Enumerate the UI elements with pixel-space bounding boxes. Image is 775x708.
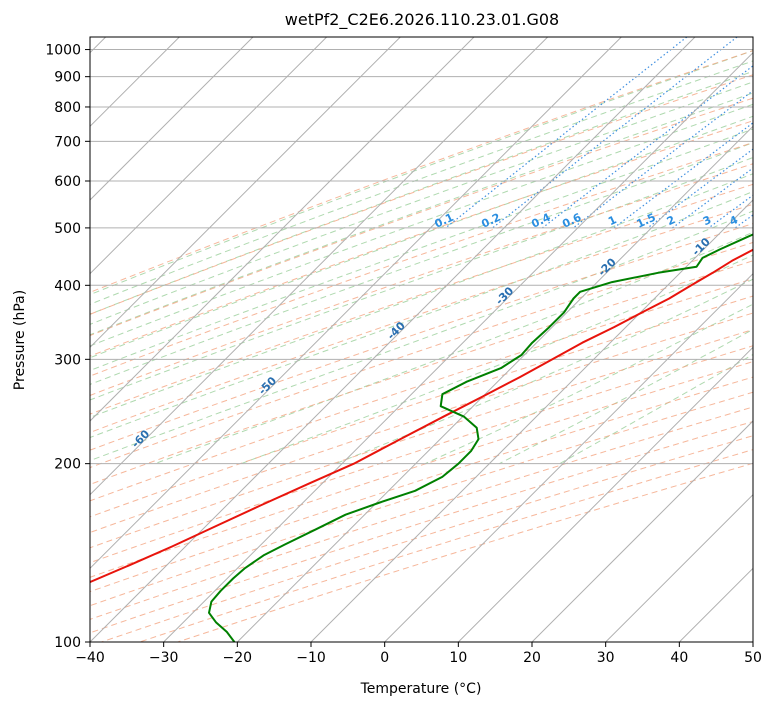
dry-adiabat-line: [90, 223, 753, 451]
isotherm-line: [531, 420, 753, 642]
y-tick-label: 500: [54, 221, 81, 237]
dry-adiabat-line: [90, 361, 753, 578]
moist-adiabat-line: [90, 60, 753, 305]
moist-adiabat-line: [90, 81, 753, 325]
isotherm-line: [605, 493, 753, 642]
x-tick-label: 20: [523, 650, 541, 666]
dewpoint-profile: [208, 233, 753, 642]
moist-adiabat-line: [154, 231, 753, 465]
y-tick-label: 200: [54, 457, 81, 473]
moist-adiabat-line: [335, 278, 753, 465]
y-tick-label: 900: [54, 70, 81, 86]
plot-frame: [89, 36, 754, 643]
dry-adiabat-line: [90, 142, 753, 377]
moist-adiabat-line: [90, 128, 753, 371]
x-tick-label: 30: [597, 650, 615, 666]
mixing-ratio-line: [672, 167, 753, 229]
x-axis: −40 −30 −20 −10 0 10 20 30 40 50: [75, 642, 762, 666]
dry-adiabat-line: [90, 278, 753, 502]
dry-adiabat-line: [90, 163, 753, 396]
y-axis: 100 200 300 400 500 600 700 800 900 1000: [45, 43, 90, 651]
x-tick-label: −40: [75, 650, 105, 666]
chart-title: wetPf2_C2E6.2026.110.23.01.G08: [285, 10, 559, 30]
moist-adiabat-line: [424, 303, 753, 465]
y-tick-label: 1000: [45, 43, 81, 59]
y-axis-label: Pressure (hPa): [12, 290, 28, 390]
profiles: [90, 233, 753, 642]
x-tick-label: −10: [296, 650, 326, 666]
x-tick-label: 0: [380, 650, 389, 666]
isotherm-line: [163, 51, 753, 642]
moist-adiabat-line: [90, 156, 753, 401]
moist-adiabat-line: [90, 142, 753, 385]
mixing-ratio-line: [572, 89, 753, 229]
dry-adiabat-line: [90, 50, 753, 293]
isobars: [90, 49, 753, 642]
y-tick-label: 600: [54, 174, 81, 190]
temperature-profile: [90, 248, 753, 584]
x-tick-label: −30: [149, 650, 179, 666]
y-tick-label: 800: [54, 100, 81, 116]
x-tick-label: 50: [744, 650, 762, 666]
x-axis-label: Temperature (°C): [360, 681, 482, 697]
isotherm-line: [457, 346, 753, 642]
isotherm-line: [90, 37, 549, 496]
x-tick-label: −20: [223, 650, 253, 666]
isotherm-line: [90, 37, 254, 201]
dry-adiabat-line: [90, 312, 753, 534]
moist-adiabat-line: [499, 328, 753, 465]
mixing-ratio-line: [542, 65, 753, 229]
y-tick-label: 300: [54, 352, 81, 368]
isotherm-line: [90, 37, 475, 422]
y-tick-label: 700: [54, 134, 81, 150]
dry-adiabat-line: [90, 74, 753, 315]
moist-adiabat-line: [240, 254, 753, 465]
plot-area: 0.10.20.40.611.52346810131620253036-100-…: [90, 37, 753, 642]
moist-adiabat-line: [90, 92, 753, 336]
moist-adiabat-line: [90, 70, 753, 315]
dry-adiabat-line: [90, 329, 753, 549]
dry-adiabat-line: [90, 183, 753, 415]
x-tick-label: 10: [449, 650, 467, 666]
isotherms: [90, 37, 753, 642]
isotherm-line: [384, 272, 753, 642]
y-tick-label: 100: [54, 635, 81, 651]
isotherm-line: [310, 199, 753, 642]
isotherm-line: [236, 125, 753, 642]
isotherm-line: [90, 37, 696, 642]
isotherm-line: [90, 37, 622, 570]
x-tick-label: 40: [670, 650, 688, 666]
isotherm-line: [90, 37, 328, 275]
moist-adiabat-line: [90, 50, 753, 296]
dry-adiabat-line: [90, 97, 753, 337]
y-tick-label: 400: [54, 278, 81, 294]
isotherm-line: [90, 37, 401, 349]
dry-adiabat-line: [90, 391, 753, 607]
